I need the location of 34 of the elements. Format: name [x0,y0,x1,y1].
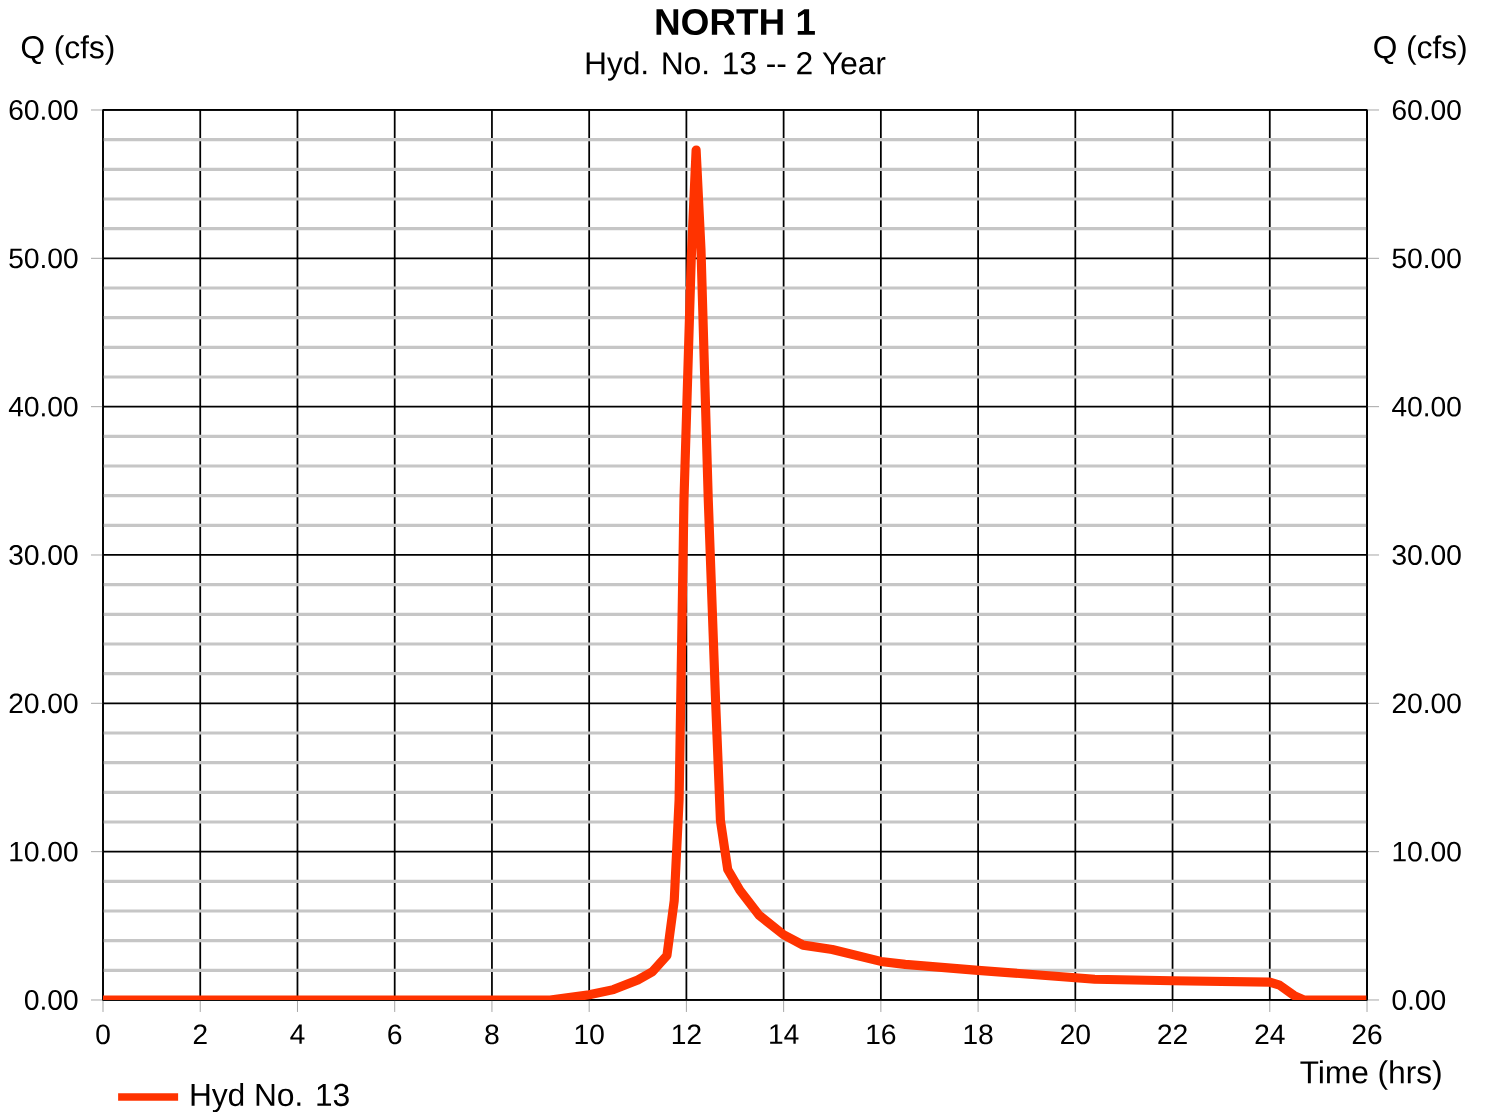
x-tick-label: 22 [1158,1024,1187,1045]
y-tick-label: 60.00 [9,100,78,120]
y2-tick-label: 10.00 [1393,841,1461,862]
x-tick-label: 10 [575,1024,604,1045]
legend-label: Hyd No. 13 [191,1082,349,1112]
chart-title: NORTH 1 [656,8,815,36]
y-tick-label: 50.00 [9,248,78,269]
x-tick-label: 6 [388,1024,402,1045]
y-tick-label: 30.00 [9,545,78,565]
chart-subtitle: Hyd. No. 13 -- 2 Year [586,51,886,81]
y-tick-label: 10.00 [10,841,78,862]
x-tick-label: 26 [1352,1024,1382,1045]
y-tick-label: 0.00 [24,990,78,1010]
x-tick-label: 4 [290,1024,305,1044]
y2-tick-label: 40.00 [1392,396,1461,417]
x-tick-label: 2 [193,1024,207,1045]
x-tick-label: 8 [485,1024,499,1045]
y2-tick-label: 30.00 [1392,545,1461,565]
x-tick-label: 14 [770,1024,799,1044]
x-axis-title: Time (hrs) [1300,1060,1441,1090]
y2-tick-label: 60.00 [1392,100,1461,120]
y-axis-title: Q (cfs) [21,35,114,65]
y2-tick-label: 50.00 [1392,248,1461,269]
x-tick-label: 12 [672,1024,701,1045]
x-tick-label: 16 [867,1024,896,1045]
x-tick-label: 0 [96,1024,110,1045]
x-tick-label: 24 [1255,1024,1285,1045]
y2-tick-label: 0.00 [1392,990,1446,1010]
y2-axis-title: Q (cfs) [1374,35,1466,65]
y2-tick-label: 20.00 [1392,693,1461,714]
x-tick-label: 20 [1061,1024,1090,1045]
x-tick-label: 18 [964,1024,993,1045]
y-tick-label: 40.00 [8,396,78,417]
y-tick-label: 20.00 [9,693,78,714]
